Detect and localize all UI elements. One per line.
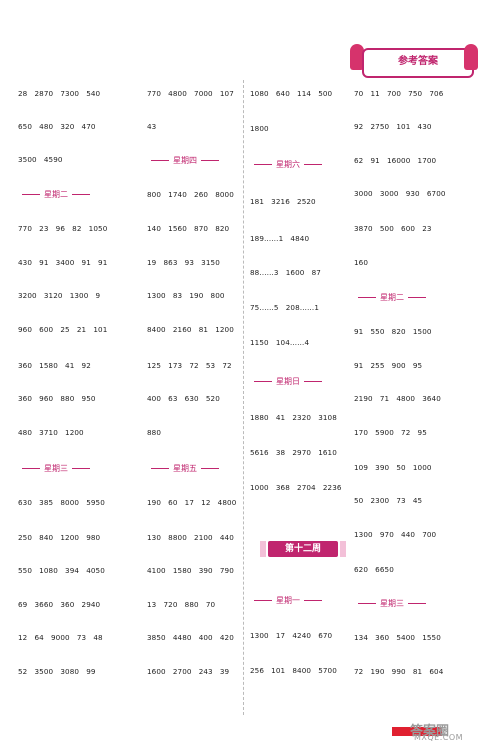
answer-line: 88……3 1600 87 [250, 268, 321, 277]
answer-line: 480 3710 1200 [18, 428, 84, 437]
section-header-tuesday: 星期二 [354, 293, 430, 303]
section-header-sunday: 星期日 [250, 377, 326, 387]
answer-line: 92 2750 101 430 [354, 122, 432, 131]
answer-line: 8400 2160 81 1200 [147, 325, 234, 334]
section-header-thursday: 星期四 [147, 156, 223, 166]
answer-line: 70 11 700 750 706 [354, 89, 444, 98]
answer-line: 3200 3120 1300 9 [18, 291, 101, 300]
answer-line: 28 2870 7300 540 [18, 89, 101, 98]
answer-line: 72 190 990 81 604 [354, 667, 444, 676]
answer-banner: 参考答案 [362, 48, 474, 78]
answer-line: 190 60 17 12 4800 [147, 498, 237, 507]
answer-line: 360 960 880 950 [18, 394, 96, 403]
answer-line: 3870 500 600 23 [354, 224, 432, 233]
section-header-wednesday: 星期三 [354, 599, 430, 609]
answer-line: 91 255 900 95 [354, 361, 423, 370]
answer-line: 13 720 880 70 [147, 600, 216, 609]
answer-line: 1880 41 2320 3108 [250, 413, 337, 422]
answer-line: 250 840 1200 980 [18, 533, 101, 542]
section-header-wednesday: 星期三 [18, 464, 94, 474]
section-header-monday: 星期一 [250, 596, 326, 606]
answer-line: 189……1 4840 [250, 234, 310, 243]
footer-bar [392, 727, 442, 736]
answer-line: 256 101 8400 5700 [250, 666, 337, 675]
banner-figure-left [350, 44, 364, 70]
answer-line: 160 [354, 258, 369, 267]
answer-line: 12 64 9000 73 48 [18, 633, 103, 642]
answer-line: 650 480 320 470 [18, 122, 96, 131]
watermark-url: MXQE.COM [414, 733, 464, 742]
answer-line: 3850 4480 400 420 [147, 633, 234, 642]
answer-line: 91 550 820 1500 [354, 327, 432, 336]
banner-figure-right [464, 44, 478, 70]
answer-line: 620 6650 [354, 565, 394, 574]
answer-line: 1080 640 114 500 [250, 89, 333, 98]
answer-line: 2190 71 4800 3640 [354, 394, 441, 403]
answer-line: 770 23 96 82 1050 [18, 224, 108, 233]
answer-line: 3000 3000 930 6700 [354, 189, 446, 198]
answer-line: 75……5 208……1 [250, 303, 320, 312]
answer-line: 770 4800 7000 107 [147, 89, 234, 98]
answer-line: 630 385 8000 5950 [18, 498, 105, 507]
section-header-friday: 星期五 [147, 464, 223, 474]
answer-line: 170 5900 72 95 [354, 428, 427, 437]
week-badge: 第十二周 [260, 541, 346, 557]
answer-line: 960 600 25 21 101 [18, 325, 108, 334]
answer-line: 880 [147, 428, 162, 437]
section-header-saturday: 星期六 [250, 160, 326, 170]
answer-line: 1300 17 4240 670 [250, 631, 333, 640]
answer-line: 1600 2700 243 39 [147, 667, 230, 676]
column-divider [243, 80, 244, 715]
answer-line: 1300 970 440 700 [354, 530, 437, 539]
section-header-tuesday: 星期二 [18, 190, 94, 200]
answer-line: 360 1580 41 92 [18, 361, 91, 370]
answer-line: 134 360 5400 1550 [354, 633, 441, 642]
answer-line: 50 2300 73 45 [354, 496, 423, 505]
answer-line: 19 863 93 3150 [147, 258, 220, 267]
answer-line: 4100 1580 390 790 [147, 566, 234, 575]
answer-line: 1150 104……4 [250, 338, 310, 347]
answer-line: 430 91 3400 91 91 [18, 258, 108, 267]
answer-line: 140 1560 870 820 [147, 224, 230, 233]
answer-line: 43 [147, 122, 157, 131]
answer-line: 550 1080 394 4050 [18, 566, 105, 575]
answer-line: 3500 4590 [18, 155, 63, 164]
answer-line: 400 63 630 520 [147, 394, 220, 403]
answer-line: 69 3660 360 2940 [18, 600, 101, 609]
answer-line: 1800 [250, 124, 269, 133]
answer-line: 1000 368 2704 2236 [250, 483, 342, 492]
answer-line: 109 390 50 1000 [354, 463, 432, 472]
answer-line: 125 173 72 53 72 [147, 361, 232, 370]
answer-line: 1300 83 190 800 [147, 291, 225, 300]
watermark-logo: 答案圈 [410, 724, 450, 739]
answer-line: 800 1740 260 8000 [147, 190, 234, 199]
answer-line: 52 3500 3080 99 [18, 667, 96, 676]
answer-line: 130 8800 2100 440 [147, 533, 234, 542]
answer-line: 181 3216 2520 [250, 197, 316, 206]
answer-line: 5616 38 2970 1610 [250, 448, 337, 457]
answer-line: 62 91 16000 1700 [354, 156, 437, 165]
